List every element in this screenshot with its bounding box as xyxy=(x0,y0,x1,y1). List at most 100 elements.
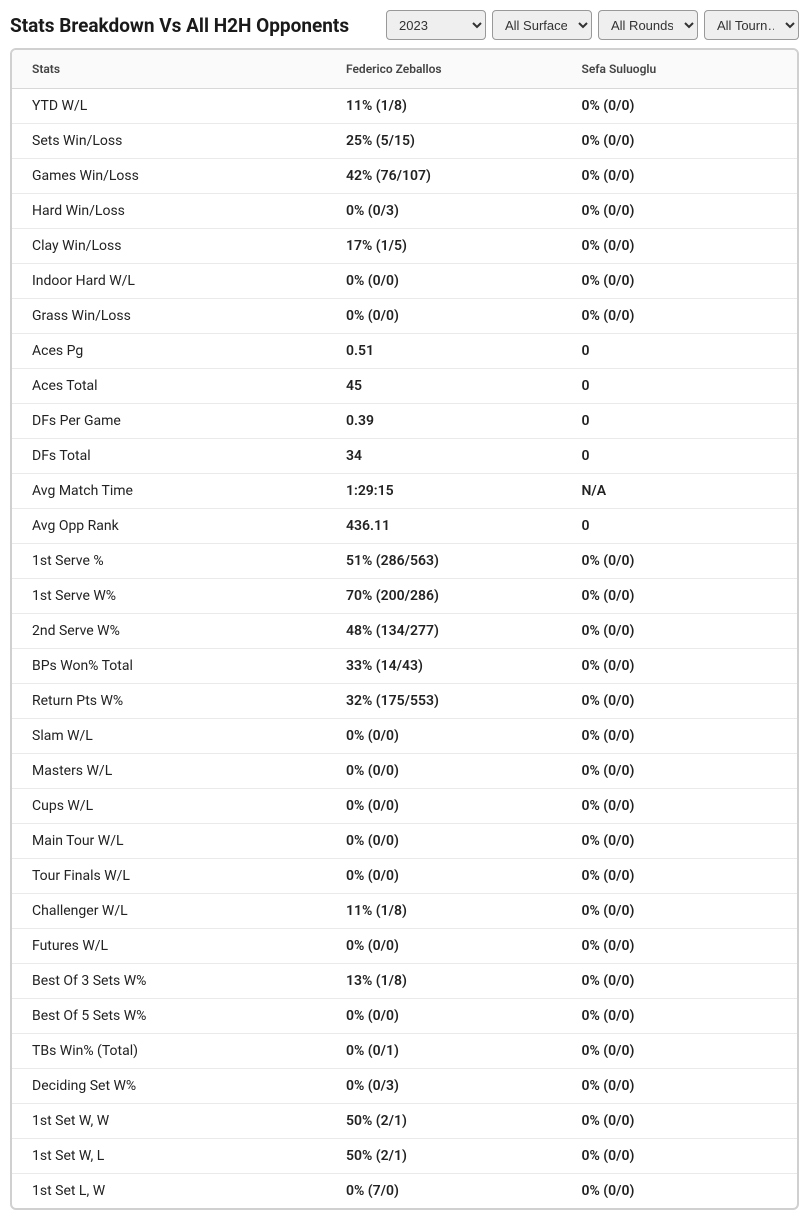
table-row: DFs Per Game0.390 xyxy=(12,404,797,439)
stat-name-cell: YTD W/L xyxy=(12,89,326,124)
player2-value-cell: 0% (0/0) xyxy=(562,194,798,229)
player2-value-cell: 0% (0/0) xyxy=(562,894,798,929)
year-filter[interactable]: 2023 xyxy=(386,10,486,40)
table-row: Main Tour W/L0% (0/0)0% (0/0) xyxy=(12,824,797,859)
player1-value-cell: 0% (0/0) xyxy=(326,929,562,964)
table-row: Best Of 5 Sets W%0% (0/0)0% (0/0) xyxy=(12,999,797,1034)
table-row: Avg Match Time1:29:15N/A xyxy=(12,474,797,509)
stat-name-cell: 1st Set W, L xyxy=(12,1139,326,1174)
table-row: Aces Total450 xyxy=(12,369,797,404)
stat-name-cell: DFs Total xyxy=(12,439,326,474)
table-row: Grass Win/Loss0% (0/0)0% (0/0) xyxy=(12,299,797,334)
player1-value-cell: 0% (0/0) xyxy=(326,824,562,859)
player1-value-cell: 50% (2/1) xyxy=(326,1104,562,1139)
player2-value-cell: 0% (0/0) xyxy=(562,964,798,999)
table-row: Aces Pg0.510 xyxy=(12,334,797,369)
player1-value-cell: 45 xyxy=(326,369,562,404)
player1-value-cell: 70% (200/286) xyxy=(326,579,562,614)
stat-name-cell: Grass Win/Loss xyxy=(12,299,326,334)
table-row: Games Win/Loss42% (76/107)0% (0/0) xyxy=(12,159,797,194)
table-row: Avg Opp Rank436.110 xyxy=(12,509,797,544)
player2-value-cell: 0% (0/0) xyxy=(562,124,798,159)
player2-value-cell: 0% (0/0) xyxy=(562,859,798,894)
player2-value-cell: 0% (0/0) xyxy=(562,229,798,264)
player1-value-cell: 0% (0/0) xyxy=(326,299,562,334)
rounds-filter[interactable]: All Rounds xyxy=(598,10,698,40)
stat-name-cell: Return Pts W% xyxy=(12,684,326,719)
table-row: 1st Set W, W50% (2/1)0% (0/0) xyxy=(12,1104,797,1139)
player2-value-cell: 0 xyxy=(562,369,798,404)
stat-name-cell: Cups W/L xyxy=(12,789,326,824)
stat-name-cell: Aces Total xyxy=(12,369,326,404)
player1-value-cell: 42% (76/107) xyxy=(326,159,562,194)
table-row: Hard Win/Loss0% (0/3)0% (0/0) xyxy=(12,194,797,229)
player1-value-cell: 11% (1/8) xyxy=(326,894,562,929)
player1-value-cell: 32% (175/553) xyxy=(326,684,562,719)
table-row: TBs Win% (Total)0% (0/1)0% (0/0) xyxy=(12,1034,797,1069)
stat-name-cell: Clay Win/Loss xyxy=(12,229,326,264)
column-header-stats: Stats xyxy=(12,50,326,89)
stat-name-cell: Avg Match Time xyxy=(12,474,326,509)
player1-value-cell: 13% (1/8) xyxy=(326,964,562,999)
stat-name-cell: Deciding Set W% xyxy=(12,1069,326,1104)
stat-name-cell: Slam W/L xyxy=(12,719,326,754)
table-row: DFs Total340 xyxy=(12,439,797,474)
player2-value-cell: 0% (0/0) xyxy=(562,544,798,579)
player2-value-cell: 0% (0/0) xyxy=(562,299,798,334)
table-header-row: Stats Federico Zeballos Sefa Suluoglu xyxy=(12,50,797,89)
stat-name-cell: TBs Win% (Total) xyxy=(12,1034,326,1069)
player2-value-cell: 0% (0/0) xyxy=(562,579,798,614)
table-row: BPs Won% Total33% (14/43)0% (0/0) xyxy=(12,649,797,684)
stat-name-cell: 1st Set L, W xyxy=(12,1174,326,1209)
table-row: Tour Finals W/L0% (0/0)0% (0/0) xyxy=(12,859,797,894)
player1-value-cell: 51% (286/563) xyxy=(326,544,562,579)
player2-value-cell: 0% (0/0) xyxy=(562,1104,798,1139)
player1-value-cell: 17% (1/5) xyxy=(326,229,562,264)
table-row: Clay Win/Loss17% (1/5)0% (0/0) xyxy=(12,229,797,264)
stat-name-cell: Masters W/L xyxy=(12,754,326,789)
table-row: Best Of 3 Sets W%13% (1/8)0% (0/0) xyxy=(12,964,797,999)
player1-value-cell: 0% (0/0) xyxy=(326,754,562,789)
column-header-player1: Federico Zeballos xyxy=(326,50,562,89)
player1-value-cell: 0% (0/0) xyxy=(326,859,562,894)
player2-value-cell: 0 xyxy=(562,509,798,544)
stat-name-cell: Aces Pg xyxy=(12,334,326,369)
table-row: Sets Win/Loss25% (5/15)0% (0/0) xyxy=(12,124,797,159)
stat-name-cell: Challenger W/L xyxy=(12,894,326,929)
player1-value-cell: 50% (2/1) xyxy=(326,1139,562,1174)
player1-value-cell: 25% (5/15) xyxy=(326,124,562,159)
stat-name-cell: Futures W/L xyxy=(12,929,326,964)
stat-name-cell: Best Of 5 Sets W% xyxy=(12,999,326,1034)
player1-value-cell: 0% (0/1) xyxy=(326,1034,562,1069)
player1-value-cell: 0% (0/3) xyxy=(326,1069,562,1104)
player2-value-cell: 0% (0/0) xyxy=(562,754,798,789)
player2-value-cell: 0% (0/0) xyxy=(562,719,798,754)
page-title: Stats Breakdown Vs All H2H Opponents xyxy=(10,14,380,37)
player1-value-cell: 48% (134/277) xyxy=(326,614,562,649)
stats-table: Stats Federico Zeballos Sefa Suluoglu YT… xyxy=(12,50,797,1208)
player2-value-cell: 0% (0/0) xyxy=(562,1139,798,1174)
player2-value-cell: 0% (0/0) xyxy=(562,649,798,684)
stat-name-cell: Sets Win/Loss xyxy=(12,124,326,159)
stat-name-cell: Hard Win/Loss xyxy=(12,194,326,229)
tournaments-filter[interactable]: All Tourn… xyxy=(704,10,799,40)
stat-name-cell: 1st Set W, W xyxy=(12,1104,326,1139)
table-row: Return Pts W%32% (175/553)0% (0/0) xyxy=(12,684,797,719)
player1-value-cell: 33% (14/43) xyxy=(326,649,562,684)
player2-value-cell: 0% (0/0) xyxy=(562,929,798,964)
player2-value-cell: 0% (0/0) xyxy=(562,789,798,824)
stat-name-cell: 1st Serve W% xyxy=(12,579,326,614)
player2-value-cell: 0% (0/0) xyxy=(562,824,798,859)
stat-name-cell: Main Tour W/L xyxy=(12,824,326,859)
player2-value-cell: 0% (0/0) xyxy=(562,614,798,649)
player2-value-cell: 0% (0/0) xyxy=(562,89,798,124)
table-row: YTD W/L11% (1/8)0% (0/0) xyxy=(12,89,797,124)
player2-value-cell: 0 xyxy=(562,439,798,474)
table-row: Cups W/L0% (0/0)0% (0/0) xyxy=(12,789,797,824)
surfaces-filter[interactable]: All Surfaces xyxy=(492,10,592,40)
player1-value-cell: 0% (0/3) xyxy=(326,194,562,229)
header-row: Stats Breakdown Vs All H2H Opponents 202… xyxy=(10,10,799,48)
player2-value-cell: 0% (0/0) xyxy=(562,999,798,1034)
stat-name-cell: 1st Serve % xyxy=(12,544,326,579)
player1-value-cell: 0% (7/0) xyxy=(326,1174,562,1209)
